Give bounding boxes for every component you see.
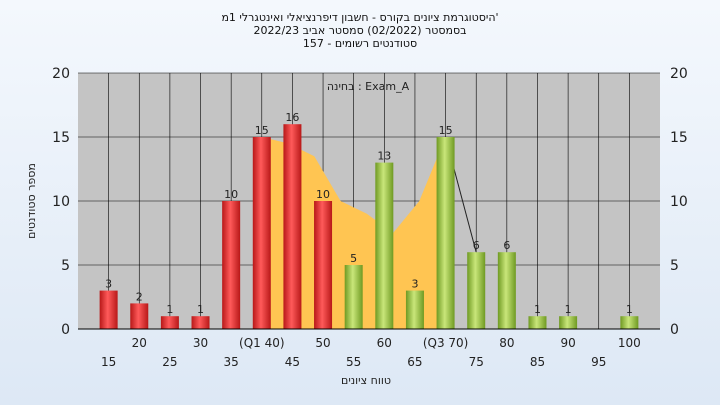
bar-55 — [344, 265, 363, 329]
chart-title: היסטוגרמת ציונים בקורס - חשבון דיפרנציאל… — [221, 11, 498, 50]
y-tick-right: 20 — [670, 66, 688, 82]
x-tick-label: 75 — [469, 355, 484, 369]
title-line-2: בסמסטר (02/2022) סמסטר אביב 2022/23 — [253, 24, 466, 37]
value-label: 15 — [255, 124, 269, 137]
x-tick-label: 80 — [499, 336, 514, 350]
title-line-3: 157 - סטודנטים רשומים — [303, 37, 417, 50]
y-tick-right: 15 — [670, 130, 688, 146]
quartile-band — [261, 137, 446, 329]
bar-80 — [497, 252, 516, 329]
x-ticks: 15 20 25 30 35(Q1 40)45 50 55 60 65(Q3 70)75 80 85… — [101, 336, 641, 369]
value-label: 16 — [285, 111, 299, 124]
title-line-1: היסטוגרמת ציונים בקורס - חשבון דיפרנציאל… — [221, 11, 498, 24]
value-label: 5 — [350, 252, 357, 265]
bar-Q370 — [436, 137, 455, 329]
x-tick-label: 95 — [591, 355, 606, 369]
bar-25 — [160, 316, 179, 329]
y-tick-right: 0 — [670, 322, 679, 338]
bar-Q140 — [252, 137, 271, 329]
x-tick-label: 25 — [162, 355, 177, 369]
x-tick-label: 65 — [407, 355, 422, 369]
bar-65 — [405, 290, 424, 329]
value-label: 3 — [105, 278, 112, 291]
value-labels: 3 2 1 1 10 15 16 10 5 13 3 15 6 6 1 1 1 — [105, 111, 633, 316]
value-label: 1 — [197, 303, 204, 316]
value-label: 1 — [626, 303, 633, 316]
x-tick-label: 90 — [560, 336, 575, 350]
bar-100 — [620, 316, 639, 329]
x-tick-label: (Q1 40) — [239, 336, 285, 350]
x-tick-label: 35 — [224, 355, 239, 369]
y-tick-left: 10 — [52, 194, 70, 210]
bar-60 — [375, 162, 394, 329]
value-label: 10 — [224, 188, 238, 201]
value-label: 6 — [503, 239, 510, 252]
y-tick-right: 5 — [670, 258, 679, 274]
bar-15 — [99, 290, 118, 329]
bar-90 — [559, 316, 578, 329]
y-tick-left: 5 — [61, 258, 70, 274]
value-label: 1 — [166, 303, 173, 316]
x-tick-label: 15 — [101, 355, 116, 369]
x-tick-label: (Q3 70) — [423, 336, 469, 350]
value-label: 1 — [565, 303, 572, 316]
bar-50 — [314, 201, 333, 329]
x-tick-label: 60 — [377, 336, 392, 350]
bar-75 — [467, 252, 486, 329]
bar-85 — [528, 316, 547, 329]
x-tick-label: 45 — [285, 355, 300, 369]
value-label: 3 — [411, 278, 418, 291]
bar-35 — [222, 201, 241, 329]
y-tick-left: 0 — [61, 322, 70, 338]
value-label: 1 — [534, 303, 541, 316]
x-tick-label: 85 — [530, 355, 545, 369]
y-tick-right: 10 — [670, 194, 688, 210]
exam-annotation: בחינה : Exam_A — [327, 80, 410, 93]
value-label: 2 — [136, 290, 143, 303]
bar-20 — [130, 303, 149, 329]
x-axis-title: טווח ציונים — [341, 374, 391, 387]
x-tick-label: 30 — [193, 336, 208, 350]
bar-30 — [191, 316, 210, 329]
y-tick-left: 20 — [52, 66, 70, 82]
value-label: 13 — [377, 150, 391, 163]
x-tick-label: 100 — [618, 336, 641, 350]
x-tick-label: 50 — [315, 336, 330, 350]
x-tick-label: 55 — [346, 355, 361, 369]
bar-45 — [283, 124, 302, 329]
value-label: 15 — [439, 124, 453, 137]
bars — [99, 124, 639, 329]
x-tick-label: 20 — [132, 336, 147, 350]
value-label: 6 — [473, 239, 480, 252]
y-axis-title: מספר סטודנטים — [25, 163, 38, 239]
y-tick-left: 15 — [52, 130, 70, 146]
value-label: 10 — [316, 188, 330, 201]
